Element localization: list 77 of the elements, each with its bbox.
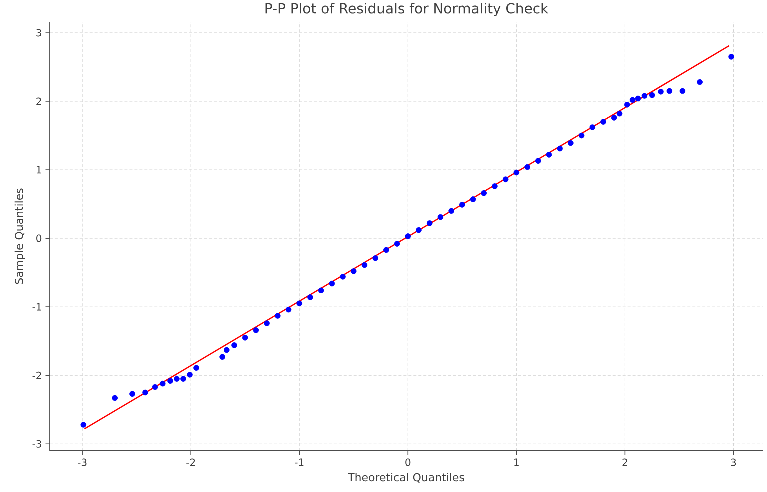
- x-tick-label: 2: [622, 458, 628, 466]
- point: [220, 354, 226, 360]
- point: [635, 96, 642, 102]
- x-tick-label: 3: [731, 458, 736, 466]
- point: [416, 227, 422, 234]
- point: [275, 313, 281, 319]
- point: [286, 306, 292, 313]
- x-tick-label: -3: [78, 458, 87, 466]
- point: [557, 146, 563, 152]
- point: [264, 320, 270, 326]
- point: [130, 391, 136, 398]
- point: [658, 89, 664, 95]
- point: [492, 184, 498, 190]
- point: [152, 384, 158, 390]
- point: [160, 380, 166, 387]
- point: [649, 92, 656, 98]
- y-tick-label: -3: [32, 440, 42, 448]
- point: [680, 88, 686, 94]
- point: [630, 97, 636, 104]
- point: [174, 376, 180, 382]
- point: [481, 190, 487, 196]
- point: [666, 88, 673, 94]
- point: [502, 176, 509, 183]
- point: [232, 342, 238, 348]
- point: [590, 124, 596, 130]
- point: [350, 268, 357, 274]
- point: [728, 54, 734, 60]
- point: [616, 110, 623, 117]
- point: [384, 247, 390, 254]
- point: [362, 262, 368, 268]
- chart-title: P-P Plot of Residuals for Normality Check: [266, 3, 549, 17]
- point: [546, 152, 552, 158]
- point: [535, 158, 542, 164]
- point: [142, 390, 148, 396]
- y-tick-label: -2: [32, 372, 42, 380]
- point: [318, 288, 324, 294]
- point: [448, 208, 454, 214]
- point: [253, 327, 260, 334]
- point: [578, 132, 585, 139]
- point: [426, 220, 433, 226]
- point: [242, 335, 248, 341]
- point: [394, 241, 400, 247]
- y-axis-title: Sample Quantiles: [14, 188, 26, 284]
- point: [187, 372, 193, 378]
- point: [460, 202, 466, 208]
- x-tick-label: -1: [295, 458, 304, 466]
- point: [168, 378, 174, 384]
- point: [329, 280, 336, 287]
- point: [194, 365, 200, 371]
- y-tick-label: 3: [36, 29, 42, 37]
- point: [340, 274, 346, 280]
- point: [600, 119, 606, 125]
- y-tick-label: -1: [32, 303, 42, 311]
- x-tick-label: 0: [406, 458, 411, 466]
- y-tick-label: 2: [36, 98, 42, 106]
- x-tick-label: 1: [514, 458, 519, 466]
- point: [438, 214, 444, 220]
- point: [514, 170, 520, 176]
- point: [80, 422, 87, 428]
- point: [308, 294, 314, 300]
- point: [524, 164, 530, 170]
- point: [568, 140, 574, 146]
- point: [224, 347, 230, 354]
- point: [296, 300, 303, 307]
- point: [112, 395, 118, 402]
- point: [180, 376, 186, 382]
- x-axis-title: Theoretical Quantiles: [348, 473, 464, 483]
- point: [372, 256, 378, 262]
- point: [624, 102, 630, 108]
- point: [697, 79, 703, 86]
- y-tick-label: 1: [36, 166, 42, 174]
- point: [470, 196, 476, 202]
- x-tick-label: -2: [186, 458, 196, 466]
- point: [611, 115, 618, 121]
- point: [642, 93, 648, 99]
- y-tick-label: 0: [36, 234, 42, 242]
- point: [405, 234, 412, 240]
